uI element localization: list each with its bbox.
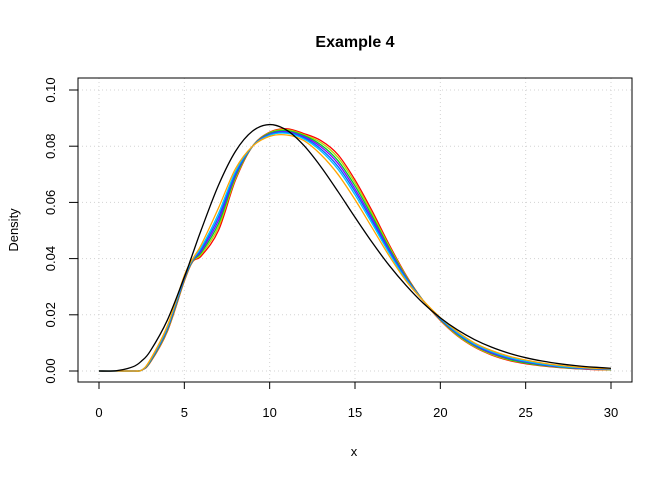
series-line (98, 130, 612, 372)
x-axis-label: x (351, 444, 358, 459)
series-lines (98, 123, 612, 372)
x-tick-label: 0 (95, 405, 102, 420)
x-tick-label: 5 (181, 405, 188, 420)
chart-title: Example 4 (315, 34, 394, 51)
x-axis: 0 5 10 15 20 25 30 (95, 381, 618, 420)
y-axis: 0.00 0.02 0.04 0.06 0.08 0.10 (43, 77, 78, 384)
grid (78, 78, 632, 382)
y-tick-label: 0.08 (43, 134, 58, 159)
y-tick-label: 0.06 (43, 190, 58, 215)
x-tick-label: 30 (604, 405, 618, 420)
series-line (98, 131, 612, 372)
x-tick-label: 25 (518, 405, 532, 420)
x-tick-label: 10 (262, 405, 276, 420)
series-line (98, 132, 612, 372)
x-tick-label: 20 (433, 405, 447, 420)
x-tick-label: 15 (348, 405, 362, 420)
y-tick-label: 0.02 (43, 302, 58, 327)
y-tick-label: 0.04 (43, 246, 58, 271)
y-axis-label: Density (6, 208, 21, 252)
series-line (98, 123, 612, 372)
series-line (98, 133, 612, 372)
y-tick-label: 0.10 (43, 77, 58, 102)
y-tick-label: 0.00 (43, 358, 58, 383)
